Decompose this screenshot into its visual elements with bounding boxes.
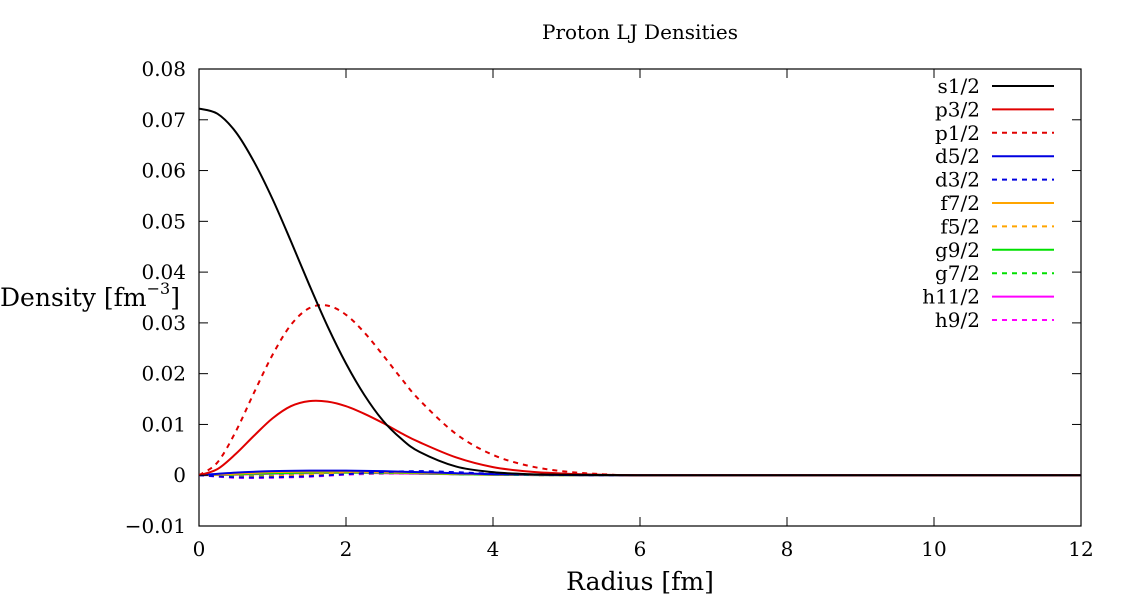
x-tick-label: 6 <box>634 537 647 561</box>
x-tick-label: 2 <box>340 537 353 561</box>
x-axis-label: Radius [fm] <box>566 567 714 596</box>
legend-label: h9/2 <box>935 308 980 332</box>
legend-label: p1/2 <box>935 121 980 145</box>
y-tick-label: 0.03 <box>141 311 186 335</box>
y-axis-label-exponent: −3 <box>147 279 171 298</box>
legend-label: p3/2 <box>935 97 980 121</box>
series-line-s1-2 <box>199 107 1081 477</box>
y-tick-label: 0.04 <box>141 260 186 284</box>
x-tick-label: 8 <box>781 537 794 561</box>
x-tick-label: 0 <box>193 537 206 561</box>
y-tick-label: 0.08 <box>141 57 186 81</box>
y-tick-label: 0.05 <box>141 209 186 233</box>
y-tick-label: 0.02 <box>141 362 186 386</box>
x-tick-label: 10 <box>921 537 946 561</box>
y-axis-label-close: ] <box>170 283 180 312</box>
y-tick-label: 0.07 <box>141 108 186 132</box>
legend-label: f7/2 <box>940 191 980 215</box>
legend-label: h11/2 <box>922 285 980 309</box>
y-tick-label: 0 <box>173 463 186 487</box>
y-tick-label: −0.01 <box>125 514 186 538</box>
legend-label: s1/2 <box>938 74 980 98</box>
chart-title: Proton LJ Densities <box>542 20 738 44</box>
y-axis-label: Density [fm−3] <box>0 279 180 312</box>
x-tick-label: 12 <box>1068 537 1093 561</box>
axis-ticks: 0 2 4 6 8 10 12 −0.01 0 0.01 0.02 0.03 0.04 0.05 0.06 0… <box>125 57 1094 561</box>
legend-label: d3/2 <box>935 168 980 192</box>
y-tick-label: 0.01 <box>141 412 186 436</box>
plot-area <box>198 68 1082 527</box>
y-axis-label-main: Density [fm <box>0 283 147 312</box>
legend-label: g9/2 <box>935 238 980 262</box>
legend-label: d5/2 <box>935 144 980 168</box>
legend-label: g7/2 <box>935 261 980 285</box>
x-tick-label: 4 <box>487 537 500 561</box>
legend-label: f5/2 <box>940 214 980 238</box>
y-tick-label: 0.06 <box>141 159 186 183</box>
legend: s1/2p3/2p1/2d5/2d3/2f7/2f5/2g9/2g7/2h11/… <box>922 74 1054 332</box>
series-line-p3-2 <box>199 399 1081 477</box>
